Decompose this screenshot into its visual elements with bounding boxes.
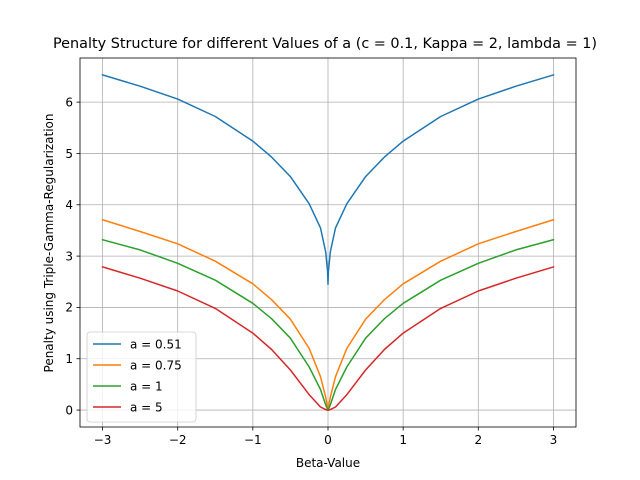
x-tick-label: −1 <box>244 433 262 447</box>
legend-label: a = 0.51 <box>130 338 182 352</box>
axis-ticks: −3 −2 −1 0 1 2 3 0 1 2 3 4 5 6 <box>65 95 557 447</box>
x-axis-label: Beta-Value <box>296 456 360 470</box>
y-tick-label: 5 <box>65 147 73 161</box>
series-line <box>101 265 555 411</box>
legend-label: a = 5 <box>130 401 163 415</box>
y-tick-label: 6 <box>65 95 73 109</box>
series-line <box>101 73 555 286</box>
legend-label: a = 0.75 <box>130 359 182 373</box>
x-tick-label: −2 <box>169 433 187 447</box>
x-tick-label: 3 <box>550 433 558 447</box>
legend-label: a = 1 <box>130 380 163 394</box>
y-tick-label: 2 <box>65 301 73 315</box>
y-tick-label: 1 <box>65 352 73 366</box>
series-lines <box>101 73 555 411</box>
legend-box <box>86 331 197 423</box>
chart-title: Penalty Structure for different Values o… <box>53 36 597 52</box>
y-axis-label: Penalty using Triple-Gamma-Regularizatio… <box>42 114 56 373</box>
y-tick-label: 0 <box>65 403 73 417</box>
x-tick-label: 0 <box>324 433 332 447</box>
x-tick-label: −3 <box>94 433 112 447</box>
x-tick-label: 2 <box>474 433 482 447</box>
legend: a = 0.51 a = 0.75 a = 1 a = 5 <box>86 331 197 423</box>
y-tick-label: 4 <box>65 198 73 212</box>
y-tick-label: 3 <box>65 249 73 263</box>
x-tick-label: 1 <box>399 433 407 447</box>
